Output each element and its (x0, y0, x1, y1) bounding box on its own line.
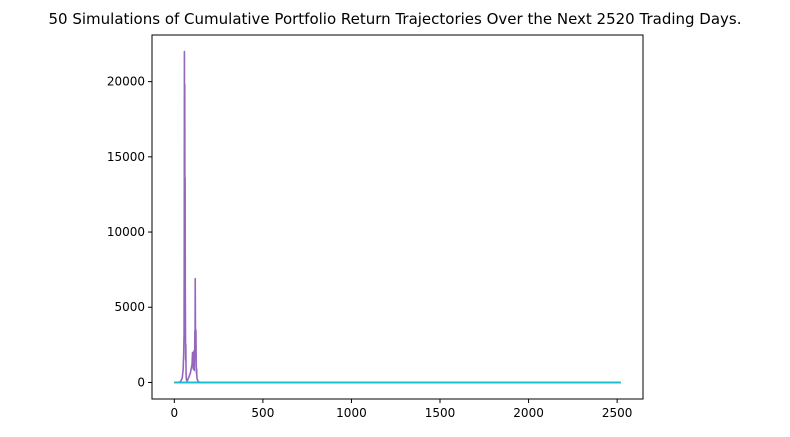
y-tick-label: 15000 (107, 150, 145, 164)
y-tick-label: 0 (137, 375, 145, 389)
y-tick-label: 10000 (107, 225, 145, 239)
simulation-line-1 (174, 52, 620, 383)
y-axis: 0 5000 10000 15000 20000 (107, 75, 152, 390)
x-axis: 0 500 1000 1500 2000 2500 (170, 399, 632, 420)
plot-frame (152, 35, 643, 399)
y-tick-label: 20000 (107, 75, 145, 89)
x-tick-label: 0 (170, 406, 178, 420)
chart-title: 50 Simulations of Cumulative Portfolio R… (48, 10, 741, 28)
x-tick-label: 1500 (425, 406, 456, 420)
y-tick-label: 5000 (114, 300, 145, 314)
x-tick-label: 2000 (513, 406, 544, 420)
x-tick-label: 500 (251, 406, 274, 420)
series-layer (174, 52, 620, 383)
x-tick-label: 1000 (336, 406, 367, 420)
x-tick-label: 2500 (602, 406, 633, 420)
